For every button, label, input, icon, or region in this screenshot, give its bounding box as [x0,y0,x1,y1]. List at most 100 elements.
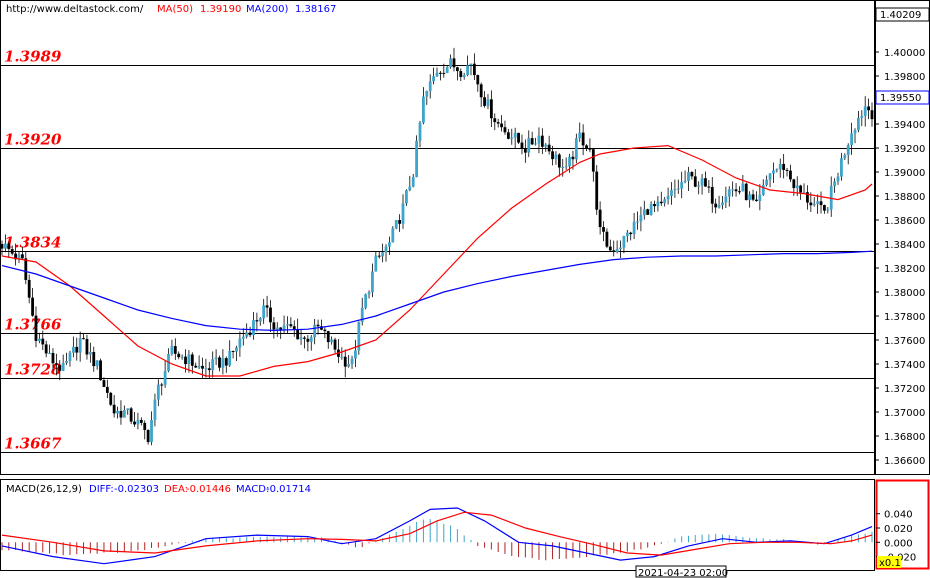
price-panel[interactable] [0,0,875,475]
candle-body [476,75,480,85]
candle-body [466,65,469,75]
candle-body [109,392,113,405]
level-label: 1.3728 [4,361,62,379]
y-tick-label: 1.39200 [884,144,925,155]
y-tick-label: 1.38400 [884,240,925,251]
candle-body [680,182,684,189]
candle-body [75,346,79,353]
candle-body [333,339,337,350]
candle-body [860,116,864,118]
candle-body [187,354,191,365]
y-tick-label: 1.37600 [884,336,925,347]
candle-body [228,350,232,366]
candle-body [299,337,303,340]
candle-body [92,352,96,367]
support-resistance-levels: 1.3989 1.3920 1.3834 1.3766 1.3728 1.3667 [0,48,875,453]
candle-body [398,220,402,224]
candle-body [330,339,334,343]
candle-body [585,145,588,149]
candle-body [710,187,714,204]
candle-body [381,252,385,257]
candle-body [194,365,198,368]
candle-body [581,132,585,146]
candle-body [646,209,650,215]
scale-badge[interactable] [877,556,901,568]
candle-body [588,148,592,150]
candle-body [326,331,330,343]
candle-body [27,279,31,298]
candle-body [177,353,181,358]
candle-body [438,72,442,74]
candle-body [850,133,854,146]
candle-body [714,203,718,208]
candle-body [204,368,208,370]
candle-body [551,151,554,160]
candle-body [126,408,130,410]
candle-body [816,201,820,204]
candle-body [377,255,381,257]
macd-axis[interactable] [875,479,930,570]
candle-body [51,352,55,364]
candle-body [778,163,782,170]
candle-body [717,205,721,208]
current-price-badge [875,90,930,105]
candle-body [190,354,194,366]
candle-body [197,365,201,368]
candle-body [663,199,667,204]
price-axis[interactable] [875,0,930,475]
candle-body [296,329,300,340]
candle-body [605,231,609,247]
candle-body [653,203,656,207]
candle-body [768,173,772,180]
candle-body [819,201,823,206]
candle-body [520,142,524,149]
candle-body [826,209,830,211]
candle-body [530,138,534,145]
candle-body [289,324,293,327]
diff-label: DIFF: [89,484,114,495]
candle-body [394,220,398,229]
candle-body [218,357,221,368]
candle-body [435,72,439,77]
candle-body [506,132,510,139]
candle-body [836,176,840,182]
candle-body [812,203,816,206]
candle-body [554,154,558,160]
candle-body [275,327,279,330]
candle-body [513,132,517,138]
source-url[interactable]: http://www.deltastock.com/ [6,4,144,15]
candle-body [24,258,28,280]
candle-body [486,99,490,106]
level-label: 1.3920 [4,131,62,149]
candle-body [408,186,412,191]
candle-body [320,326,323,330]
candle-body [700,178,704,186]
candle-body [71,346,75,353]
date-label-box [635,565,727,578]
candle-body [500,123,503,128]
candle-body [445,67,449,73]
candle-body [544,144,548,147]
candle-body [843,154,847,159]
price-candles [0,47,874,446]
macd-value: -0.01714 [266,484,311,495]
candle-body [347,364,351,367]
candle-body [65,360,68,363]
candle-body [833,181,837,187]
top-price-badge [875,7,930,22]
candle-body [354,350,357,359]
candle-body [258,318,262,322]
candle-body [7,243,11,250]
candle-body [809,202,813,206]
candle-body [350,358,354,365]
y-tick-label: 1.38000 [884,288,925,299]
candle-body [401,203,405,224]
candle-body [534,143,537,145]
candle-body [683,180,687,183]
scale-badge-text: x0.1 [879,558,901,569]
macd-tick-label: 0.040 [884,510,913,521]
candle-body [853,130,857,134]
candle-body [224,358,228,366]
candle-body [184,356,187,365]
candle-body [31,297,34,316]
